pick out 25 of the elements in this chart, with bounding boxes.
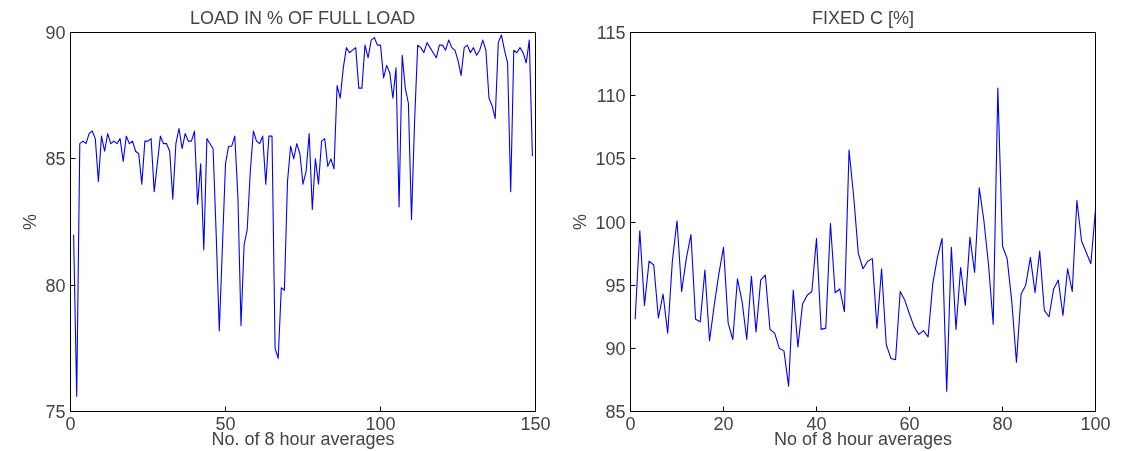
x-tick-label: 150 [520,413,551,434]
y-tick-label: 90 [605,338,626,359]
line-series [73,34,533,397]
y-tick-label: 75 [45,402,66,422]
line-series [634,87,1096,392]
y-tick-label: 105 [595,149,626,170]
x-tick-label: 0 [625,413,636,434]
y-tick-label: 110 [596,86,626,107]
x-tick-label: 100 [365,413,396,434]
y-tick-label: 85 [605,402,626,422]
y-tick-label: 115 [596,23,626,43]
y-tick-label: 80 [45,275,66,296]
x-tick-label: 100 [1080,413,1111,434]
chart-title: FIXED C [%] [811,7,915,28]
x-tick-label: 80 [992,413,1013,434]
x-tick-label: 20 [713,413,734,434]
y-tick-label: 85 [45,149,66,170]
y-axis-title: % [20,213,41,230]
chart-title: LOAD IN % OF FULL LOAD [189,7,416,28]
y-tick-label: 90 [45,23,66,43]
x-tick-label: 0 [65,413,76,434]
x-tick-label: 60 [899,413,920,434]
y-tick-label: 95 [605,275,626,296]
y-tick-label: 100 [595,212,626,233]
y-axis-title: % [570,213,591,230]
